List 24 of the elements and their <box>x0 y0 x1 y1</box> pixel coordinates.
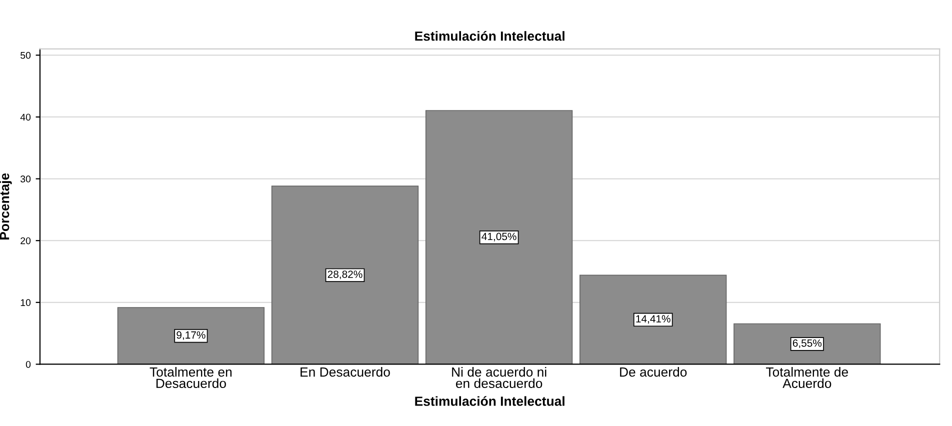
y-tick-label: 20 <box>20 237 31 244</box>
x-axis-title: Estimulación Intelectual <box>415 396 564 406</box>
y-tick-label: 40 <box>20 114 31 121</box>
data-label: 6,55% <box>792 339 822 348</box>
x-tick-label: En Desacuerdo <box>300 367 390 377</box>
x-tick-label: De acuerdo <box>620 367 687 377</box>
data-label: 28,82% <box>328 270 362 280</box>
data-label: 41,05% <box>482 232 516 242</box>
bar <box>117 307 265 364</box>
data-label: 9,17% <box>176 331 206 340</box>
y-tick-label: 50 <box>20 52 31 59</box>
y-tick-label: 10 <box>20 299 31 306</box>
data-label: 14,41% <box>636 315 670 324</box>
bar <box>425 110 573 364</box>
bar <box>271 186 419 364</box>
chart-title: Estimulación Intelectual <box>415 30 564 41</box>
y-tick-label: 0 <box>26 360 31 368</box>
y-axis-title: Porcentaje <box>0 173 12 240</box>
x-tick-label: Totalmente de Acuerdo <box>766 367 848 388</box>
bar <box>580 274 727 364</box>
x-tick-label: Totalmente en Desacuerdo <box>150 367 232 388</box>
y-tick-label: 30 <box>20 176 31 182</box>
bar <box>734 323 881 364</box>
x-tick-label: Ni de acuerdo ni en desacuerdo <box>452 367 546 388</box>
